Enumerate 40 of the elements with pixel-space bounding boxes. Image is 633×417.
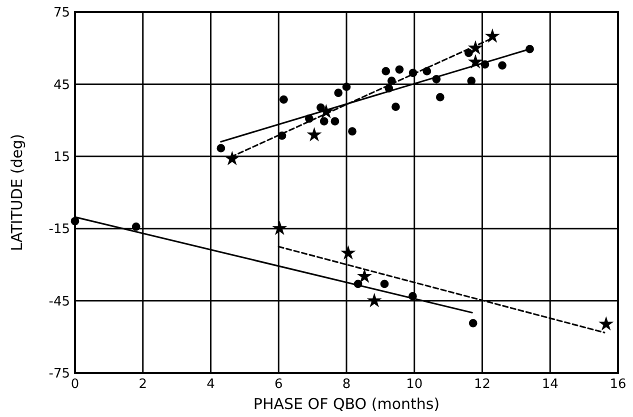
point xyxy=(468,319,478,328)
point xyxy=(348,127,356,136)
point xyxy=(280,95,288,104)
y-axis-title: LATITUDE (deg) xyxy=(8,134,26,252)
x-tick-label: 16 xyxy=(610,377,626,392)
point xyxy=(436,93,444,102)
point xyxy=(334,88,343,98)
x-axis-title: PHASE OF QBO (months) xyxy=(253,395,440,413)
point xyxy=(356,268,372,283)
y-tick-label: -15 xyxy=(48,222,70,238)
point xyxy=(484,28,500,43)
x-tick-label: 12 xyxy=(474,377,491,392)
point xyxy=(306,127,322,142)
point xyxy=(70,216,80,226)
x-tick-label: 10 xyxy=(406,377,423,392)
y-tick-label: 45 xyxy=(53,78,70,93)
x-tick-label: 14 xyxy=(542,377,558,392)
x-tick-label: 6 xyxy=(274,377,283,392)
point xyxy=(395,65,404,74)
point xyxy=(342,82,351,92)
point xyxy=(380,280,389,288)
x-tick-label: 2 xyxy=(138,377,148,392)
point xyxy=(598,316,614,331)
x-tick-label: 0 xyxy=(70,377,80,392)
point xyxy=(272,220,288,235)
point xyxy=(498,61,506,70)
point xyxy=(320,117,328,126)
x-tick-label: 4 xyxy=(206,377,215,392)
y-tick-label: -45 xyxy=(48,294,70,310)
y-tick-label: -75 xyxy=(48,366,70,382)
x-tick-label: 8 xyxy=(342,377,351,392)
point xyxy=(340,245,356,260)
point xyxy=(330,117,340,126)
y-tick-label: 75 xyxy=(53,6,70,21)
point xyxy=(366,292,382,308)
y-tick-label: 15 xyxy=(53,150,70,165)
point xyxy=(392,102,400,111)
point xyxy=(382,67,390,76)
point xyxy=(132,222,140,231)
point xyxy=(216,144,226,152)
